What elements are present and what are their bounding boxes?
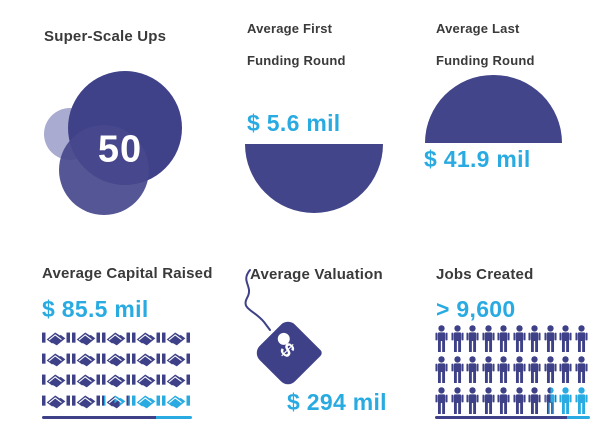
- person-icon: [512, 387, 526, 414]
- last-funding-title-line2: Funding Round: [436, 53, 535, 68]
- person-icon: [543, 356, 557, 383]
- person-icon: [481, 356, 495, 383]
- last-funding-title: Average Last Funding Round: [436, 21, 535, 69]
- handshake-icon: [162, 353, 190, 367]
- person-pictograph: [435, 325, 590, 415]
- handshake-icon: [42, 374, 70, 388]
- handshake-icon: [132, 395, 160, 409]
- last-funding-title-line1: Average Last: [436, 21, 520, 36]
- handshake-icon: [162, 395, 190, 409]
- valuation-value: $ 294 mil: [287, 389, 387, 415]
- person-icon: [543, 325, 557, 352]
- handshake-icon: [72, 395, 100, 409]
- person-icon: [466, 387, 479, 414]
- person-icon: [497, 356, 510, 383]
- person-icon: [435, 325, 448, 352]
- handshake-icon: [162, 374, 190, 388]
- company-count: 50: [97, 128, 143, 171]
- person-icon: [450, 356, 464, 383]
- person-icon: [528, 387, 541, 414]
- handshake-icon: [72, 332, 100, 346]
- handshake-icon: [102, 332, 130, 346]
- handshake-pictograph: [42, 329, 192, 410]
- jobs-created-value: > 9,600: [436, 296, 516, 322]
- person-icon: [497, 387, 510, 414]
- person-icon: [435, 356, 448, 383]
- person-icon: [574, 387, 588, 414]
- half-circle-top-shape: [425, 75, 562, 143]
- capital-raised-underline: [42, 416, 192, 419]
- person-icon: [543, 387, 557, 414]
- person-icon: [512, 325, 526, 352]
- bubble-cluster: 50: [35, 60, 205, 230]
- handshake-icon: [72, 353, 100, 367]
- person-icon: [574, 325, 588, 352]
- person-icon: [574, 356, 588, 383]
- person-icon: [466, 356, 479, 383]
- person-icon: [528, 325, 541, 352]
- first-funding-title: Average First Funding Round: [247, 21, 346, 69]
- handshake-icon: [42, 353, 70, 367]
- first-funding-title-line1: Average First: [247, 21, 333, 36]
- handshake-icon: [102, 374, 130, 388]
- handshake-icon: [72, 374, 100, 388]
- half-circle-bottom-shape: [245, 144, 383, 213]
- valuation-title: Average Valuation: [250, 266, 383, 283]
- tag-string-icon: [244, 269, 271, 331]
- person-icon: [435, 387, 448, 414]
- person-icon: [512, 356, 526, 383]
- jobs-created-underline: [435, 416, 590, 419]
- handshake-icon: [162, 332, 190, 346]
- person-icon: [466, 325, 479, 352]
- capital-raised-title: Average Capital Raised: [42, 265, 213, 282]
- jobs-created-title: Jobs Created: [436, 266, 534, 283]
- handshake-icon: [132, 374, 160, 388]
- handshake-icon: [102, 353, 130, 367]
- handshake-icon: [132, 332, 160, 346]
- person-icon: [559, 356, 572, 383]
- first-funding-title-line2: Funding Round: [247, 53, 346, 68]
- handshake-icon: [42, 332, 70, 346]
- person-icon: [559, 387, 572, 414]
- person-icon: [497, 325, 510, 352]
- first-funding-value: $ 5.6 mil: [247, 110, 341, 136]
- super-scale-ups-title: Super-Scale Ups: [44, 28, 167, 45]
- person-icon: [559, 325, 572, 352]
- person-icon: [450, 325, 464, 352]
- bubble-medium: [59, 125, 149, 215]
- last-funding-value: $ 41.9 mil: [424, 146, 531, 172]
- person-icon: [481, 325, 495, 352]
- handshake-icon: [102, 395, 130, 409]
- person-icon: [450, 387, 464, 414]
- handshake-icon: [132, 353, 160, 367]
- handshake-icon: [42, 395, 70, 409]
- capital-raised-value: $ 85.5 mil: [42, 296, 149, 322]
- person-icon: [481, 387, 495, 414]
- person-icon: [528, 356, 541, 383]
